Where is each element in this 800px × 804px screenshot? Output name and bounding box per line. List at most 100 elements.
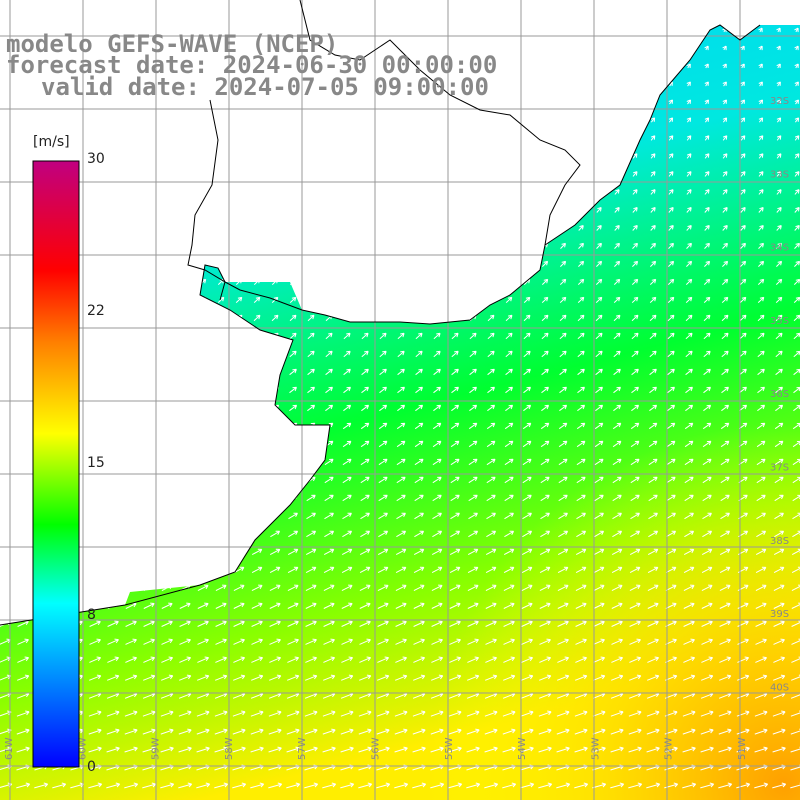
wind-arrow xyxy=(1,477,9,482)
wind-arrow xyxy=(145,441,153,446)
wind-arrow xyxy=(525,46,529,50)
wind-arrow xyxy=(235,495,244,500)
wind-arrow xyxy=(146,351,152,356)
wind-arrow xyxy=(453,172,457,177)
wind-arrow xyxy=(417,46,421,50)
wind-arrow xyxy=(308,279,313,284)
wind-arrow xyxy=(489,243,494,248)
wind-arrow xyxy=(633,118,637,122)
wind-arrow xyxy=(110,315,116,320)
wind-arrow xyxy=(20,369,27,374)
wind-arrow xyxy=(507,154,511,159)
wind-arrow xyxy=(344,261,349,266)
wind-arrow xyxy=(597,154,601,159)
wind-arrow xyxy=(21,190,25,195)
wind-arrow xyxy=(127,477,135,482)
wind-arrow xyxy=(110,387,117,392)
wind-arrow xyxy=(255,226,260,231)
wind-arrow xyxy=(543,154,547,159)
wind-arrow xyxy=(19,405,26,410)
wind-arrow xyxy=(146,297,152,302)
wind-arrow xyxy=(507,28,511,32)
wind-arrow xyxy=(218,369,225,374)
lon-label: 57W xyxy=(297,737,308,760)
wind-arrow xyxy=(471,208,475,213)
wind-arrow xyxy=(236,369,243,374)
wind-arrow xyxy=(417,190,421,195)
wind-arrow xyxy=(597,136,601,141)
wind-arrow xyxy=(219,208,223,213)
wind-arrow xyxy=(597,82,601,86)
wind-arrow xyxy=(144,549,154,554)
wind-arrow xyxy=(163,513,172,518)
wind-arrow xyxy=(162,549,172,554)
wind-arrow xyxy=(199,405,206,410)
wind-arrow xyxy=(362,315,368,320)
wind-arrow xyxy=(181,477,189,482)
wind-arrow xyxy=(3,172,7,177)
wind-arrow xyxy=(164,315,170,320)
wind-arrow xyxy=(219,226,224,231)
wind-arrow xyxy=(362,261,367,266)
wind-arrow xyxy=(507,208,511,213)
wind-arrow xyxy=(506,279,511,284)
wind-arrow xyxy=(453,136,457,141)
wind-arrow xyxy=(289,459,297,464)
wind-arrow xyxy=(147,190,151,195)
wind-arrow xyxy=(253,423,261,428)
wind-arrow xyxy=(75,136,79,141)
wind-arrow xyxy=(380,279,385,284)
wind-arrow xyxy=(145,513,154,518)
wind-arrow xyxy=(90,549,100,554)
wind-arrow xyxy=(597,190,601,195)
wind-arrow xyxy=(525,100,529,104)
wind-arrow xyxy=(561,64,565,68)
wind-arrow xyxy=(126,531,135,537)
lat-label: 38S xyxy=(770,536,789,547)
wind-arrow xyxy=(272,261,277,266)
lat-label: 39S xyxy=(770,609,789,620)
wind-arrow xyxy=(381,190,385,195)
wind-arrow xyxy=(525,82,529,86)
wind-arrow xyxy=(489,226,494,231)
wind-arrow xyxy=(19,513,28,518)
wind-arrow xyxy=(327,136,331,141)
wind-arrow xyxy=(271,423,279,428)
wind-arrow xyxy=(381,118,385,122)
wind-arrow xyxy=(579,100,583,104)
wind-arrow xyxy=(145,459,153,464)
wind-arrow xyxy=(109,477,117,482)
wind-arrow xyxy=(111,226,116,231)
wind-arrow xyxy=(3,208,7,213)
wind-arrow xyxy=(129,172,133,177)
wind-arrow xyxy=(127,495,136,500)
wind-arrow xyxy=(309,243,314,248)
wind-arrow xyxy=(453,154,457,159)
wind-arrow xyxy=(126,585,136,590)
wind-arrow xyxy=(200,351,206,356)
wind-arrow xyxy=(198,567,208,572)
wind-arrow xyxy=(579,118,583,122)
wind-arrow xyxy=(543,226,548,231)
wind-arrow xyxy=(219,172,223,177)
lon-label: 52W xyxy=(664,737,675,760)
wind-arrow xyxy=(165,208,169,213)
wind-arrow xyxy=(180,531,189,537)
wind-arrow xyxy=(163,405,170,410)
wind-arrow xyxy=(108,585,118,590)
lat-label: 40S xyxy=(770,682,789,693)
wind-arrow xyxy=(273,118,277,122)
wind-arrow xyxy=(235,441,243,446)
wind-arrow xyxy=(543,64,547,68)
wind-arrow xyxy=(2,369,9,374)
wind-arrow xyxy=(1,513,10,518)
wind-arrow xyxy=(417,136,421,141)
wind-arrow xyxy=(398,261,403,266)
wind-arrow xyxy=(183,226,188,231)
wind-arrow xyxy=(271,477,279,482)
wind-arrow xyxy=(201,226,206,231)
wind-arrow xyxy=(164,387,171,392)
wind-arrow xyxy=(199,477,207,482)
wind-arrow xyxy=(489,28,493,32)
wind-arrow xyxy=(507,82,511,86)
